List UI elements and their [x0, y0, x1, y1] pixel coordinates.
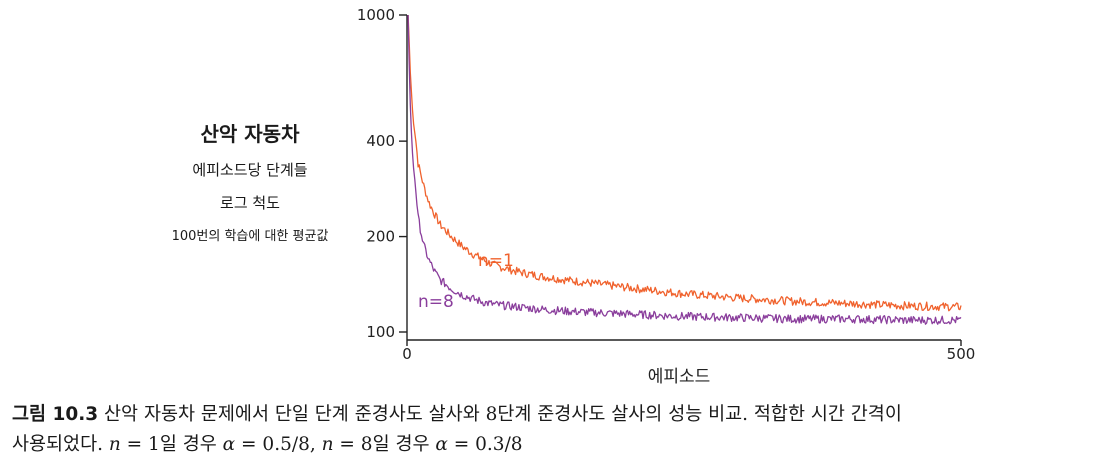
series-label-1: n=1 — [478, 251, 514, 271]
caption-val2: = 0.3/8 — [447, 434, 523, 455]
y-axis-average-note: 100번의 학습에 대한 평균값 — [171, 229, 329, 244]
series-line-1 — [407, 14, 962, 312]
y-axis-title: 산악 자동차 — [200, 122, 300, 146]
line-chart: 100 200 400 1000 0 500 에피소드 n=1 n=8 — [357, 6, 976, 387]
x-axis-label: 에피소드 — [648, 367, 711, 387]
caption-math-alpha1: α — [222, 434, 236, 455]
y-tick-label: 200 — [366, 228, 395, 246]
caption-math-n1: n — [108, 434, 121, 455]
caption-math-alpha2: α — [435, 434, 448, 455]
figure-caption: 그림 10.3 산악 자동차 문제에서 단일 단계 준경사도 살사와 8단계 준… — [12, 400, 1107, 460]
chart-series-labels: n=1 n=8 — [418, 251, 514, 312]
caption-eq2: = 8일 경우 — [333, 434, 436, 455]
chart-axes: 100 200 400 1000 0 500 에피소드 — [357, 6, 976, 387]
chart-series — [407, 14, 962, 325]
y-axis-subtitle: 에피소드당 단계들 — [192, 161, 308, 179]
caption-text-line1: 산악 자동차 문제에서 단일 단계 준경사도 살사와 8단계 준경사도 살사의 … — [104, 404, 902, 425]
x-tick-label: 0 — [402, 345, 412, 363]
y-axis-label-block: 산악 자동차 에피소드당 단계들 로그 척도 100번의 학습에 대한 평균값 — [140, 118, 360, 244]
caption-eq1: = 1일 경우 — [120, 434, 223, 455]
y-tick-label: 100 — [366, 323, 395, 341]
figure-label: 그림 10.3 — [12, 404, 99, 425]
series-label-2: n=8 — [418, 292, 454, 312]
y-tick-label: 1000 — [357, 6, 395, 24]
caption-text-line2: 사용되었다. — [12, 434, 103, 455]
x-tick-label: 500 — [947, 345, 976, 363]
caption-val1: = 0.5/8, — [235, 434, 322, 455]
y-axis-scale-note: 로그 척도 — [220, 194, 280, 212]
caption-math-n2: n — [321, 434, 334, 455]
y-tick-label: 400 — [366, 132, 395, 150]
series-line-2 — [407, 14, 962, 325]
